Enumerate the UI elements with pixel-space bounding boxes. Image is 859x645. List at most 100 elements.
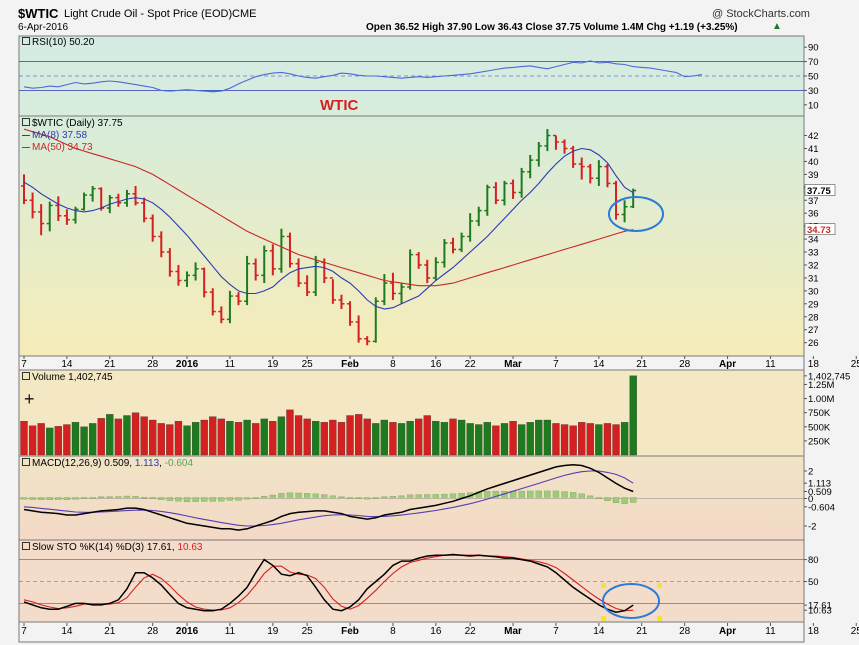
volume-tick-label: 500K (808, 422, 831, 433)
macd-histogram-bar (621, 497, 628, 504)
price-tick-label: 27 (808, 325, 819, 336)
volume-bar (312, 420, 320, 456)
volume-tick-label: 1.00M (808, 394, 834, 405)
macd-histogram-bar (201, 497, 208, 502)
volume-bar (475, 424, 483, 456)
legend-swatch-icon (22, 118, 30, 126)
ma8-legend: MA(8) 37.58 (22, 130, 87, 141)
macd-histogram-bar (432, 494, 439, 498)
volume-bar (88, 423, 97, 456)
macd-histogram-bar (424, 494, 431, 498)
x-tick-label: Mar (504, 626, 522, 637)
stochastic-highlight-ellipse (602, 583, 660, 619)
macd-histogram-bar (535, 490, 542, 498)
volume-bar (28, 425, 37, 456)
volume-bar (149, 419, 157, 456)
x-tick-label: 21 (636, 626, 648, 637)
macd-histogram-bar (46, 497, 53, 500)
ellipse-handle[interactable] (657, 616, 662, 621)
volume-bar (174, 420, 183, 456)
macd-histogram-bar (278, 493, 285, 498)
volume-bar (234, 422, 243, 456)
volume-bar (277, 416, 286, 456)
x-tick-label: 14 (61, 626, 73, 637)
rsi-tick-label: 90 (808, 43, 819, 54)
ellipse-handle[interactable] (601, 583, 606, 588)
volume-bar (500, 423, 509, 456)
macd-histogram-bar (158, 497, 165, 500)
macd-tick-label: 2 (808, 467, 813, 478)
volume-bar (63, 424, 71, 456)
macd-histogram-bar (389, 496, 397, 498)
x-tick-label: 2016 (176, 359, 199, 370)
legend-swatch-icon (22, 37, 30, 45)
volume-bar (200, 419, 208, 456)
x-tick-label: 28 (679, 359, 691, 370)
price-tick-label: 42 (808, 131, 819, 142)
x-tick-label: 7 (553, 359, 559, 370)
x-tick-label: 28 (147, 359, 159, 370)
macd-histogram-bar (106, 496, 113, 498)
price-panel (18, 115, 805, 357)
price-legend: $WTIC (Daily) 37.75 (22, 118, 123, 129)
legend-swatch-icon (22, 458, 30, 466)
macd-tick-label: 0.509 (808, 487, 832, 498)
exchange: CME (232, 8, 257, 20)
ellipse-handle[interactable] (657, 583, 662, 588)
volume-bar (535, 419, 543, 456)
crosshair-icon[interactable]: + (24, 389, 35, 409)
x-tick-label: 11 (765, 626, 776, 637)
macd-histogram-bar (269, 494, 276, 498)
macd-histogram-bar (604, 497, 611, 501)
x-tick-label: 14 (593, 359, 605, 370)
price-tick-label: 33 (808, 248, 819, 259)
macd-histogram-bar (98, 496, 105, 498)
x-tick-label: 11 (765, 359, 776, 370)
legend-swatch-icon (22, 542, 30, 550)
volume-bar (106, 414, 114, 456)
volume-bar (372, 423, 380, 456)
macd-histogram-bar (175, 497, 182, 502)
macd-legend: MACD(12,26,9) 0.509, 1.113, -0.604 (22, 458, 193, 469)
instrument-name: Light Crude Oil - Spot Price (EOD) (64, 8, 233, 20)
stochastic-tick-label: 50 (808, 577, 819, 588)
x-tick-label: 16 (430, 359, 442, 370)
macd-histogram-bar (140, 497, 148, 499)
macd-histogram-bar (80, 497, 88, 499)
macd-histogram-bar (115, 496, 122, 498)
macd-histogram-bar (295, 492, 302, 498)
legend-swatch-icon (22, 372, 30, 380)
ma50-tag: 34.73 (807, 225, 831, 236)
volume-bar (595, 424, 603, 456)
volume-bar (20, 420, 28, 456)
price-tick-label: 28 (808, 312, 819, 323)
macd-tick-label: -2 (808, 522, 816, 533)
x-tick-label: 25 (302, 359, 314, 370)
macd-histogram-bar (544, 490, 551, 498)
volume-bar (483, 422, 491, 456)
price-highlight-ellipse (608, 196, 664, 232)
macd-histogram-bar (381, 496, 388, 498)
x-tick-label: 25 (851, 359, 859, 370)
ma8-line (23, 147, 634, 310)
x-tick-label: 7 (21, 359, 27, 370)
volume-bar (603, 423, 612, 456)
macd-histogram-bar (630, 497, 637, 503)
volume-bar (191, 422, 200, 456)
last-close-tag-box (804, 184, 836, 196)
ellipse-handle[interactable] (601, 616, 606, 621)
volume-bar (466, 423, 474, 456)
price-tick-label: 37 (808, 196, 819, 207)
macd-histogram-bar (192, 497, 199, 502)
x-tick-label: 25 (302, 626, 314, 637)
volume-bar (183, 425, 191, 456)
volume-bar (114, 418, 123, 456)
volume-bar (286, 409, 294, 456)
macd-histogram-bar (518, 490, 525, 498)
volume-bar (243, 419, 251, 456)
macd-histogram-bar (398, 495, 405, 498)
x-tick-label: 21 (104, 359, 116, 370)
volume-bar (252, 423, 260, 456)
